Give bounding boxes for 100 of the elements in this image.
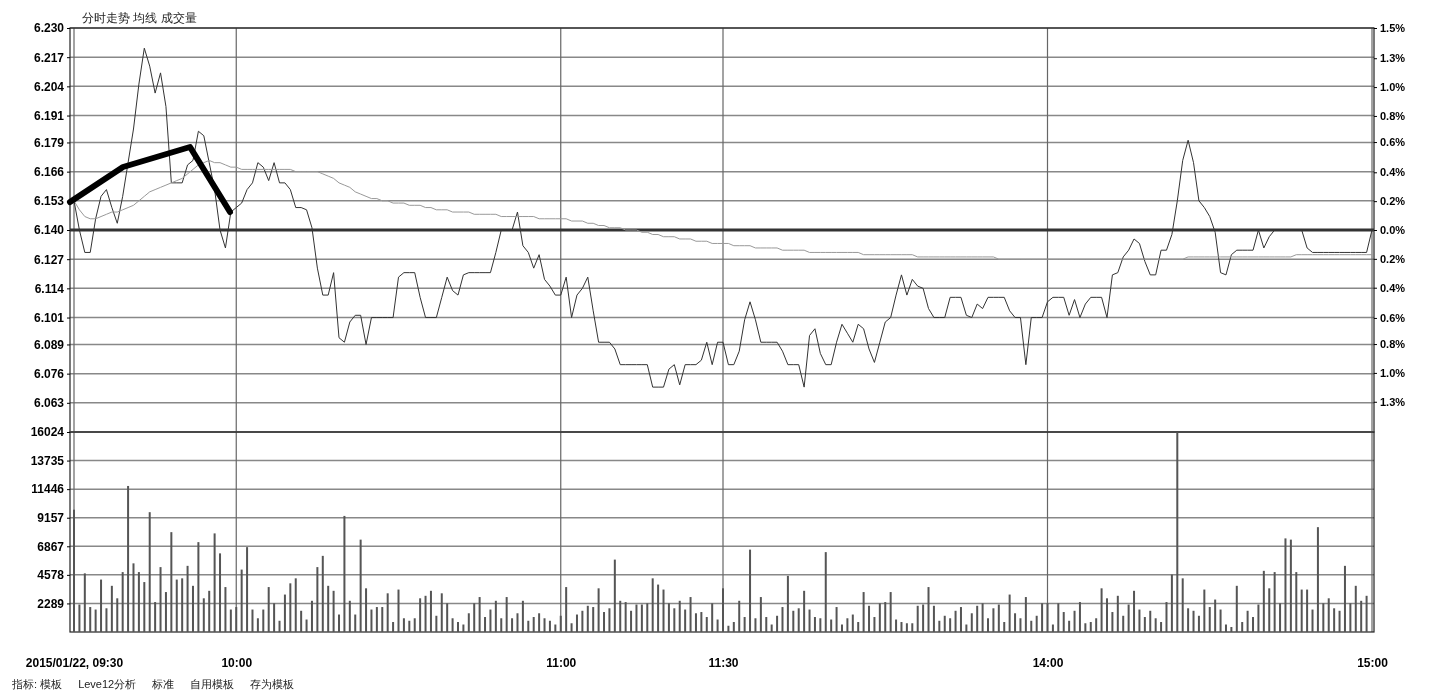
bar bbox=[673, 608, 676, 632]
bar bbox=[181, 578, 184, 632]
x-tick-label: 2015/01/22, 09:30 bbox=[25, 655, 124, 670]
bar bbox=[1327, 598, 1330, 632]
y2-tick-label: 1.0% bbox=[1380, 81, 1406, 94]
bar bbox=[1219, 609, 1222, 632]
bar bbox=[1170, 574, 1173, 632]
bar bbox=[732, 622, 735, 632]
bar bbox=[1257, 604, 1260, 632]
bar bbox=[164, 592, 167, 632]
bar bbox=[240, 569, 243, 632]
bar bbox=[1284, 538, 1287, 632]
bar bbox=[1306, 589, 1309, 632]
bar bbox=[1197, 615, 1200, 632]
bar bbox=[905, 623, 908, 632]
bar bbox=[738, 600, 741, 632]
bar bbox=[105, 608, 108, 632]
bar bbox=[981, 603, 984, 632]
bar bbox=[1041, 603, 1044, 632]
bar bbox=[1089, 622, 1092, 632]
text: 自用模板 bbox=[190, 678, 235, 690]
y-tick-label: 6.114 bbox=[34, 281, 65, 296]
bar bbox=[1127, 604, 1130, 632]
bar bbox=[424, 595, 427, 632]
bar bbox=[916, 605, 919, 632]
bar bbox=[662, 589, 665, 632]
bar bbox=[922, 604, 925, 632]
bar bbox=[435, 615, 438, 632]
bar bbox=[451, 618, 454, 632]
x-tick-label: 15:00 bbox=[1357, 655, 1389, 670]
bar bbox=[1360, 600, 1363, 632]
bar bbox=[797, 608, 800, 632]
bar bbox=[1192, 610, 1195, 632]
bar bbox=[1068, 620, 1071, 632]
bar bbox=[878, 603, 881, 632]
bar bbox=[786, 575, 789, 632]
bar bbox=[759, 597, 762, 632]
bar bbox=[554, 624, 557, 632]
bar bbox=[419, 598, 422, 632]
bar bbox=[1246, 610, 1249, 632]
bar bbox=[581, 610, 584, 632]
bar bbox=[575, 614, 578, 632]
bar bbox=[1035, 615, 1038, 632]
bar bbox=[116, 598, 119, 632]
bar bbox=[1208, 607, 1211, 632]
bar bbox=[338, 614, 341, 632]
bar bbox=[1224, 624, 1227, 632]
bar bbox=[895, 619, 898, 632]
bar bbox=[283, 594, 286, 632]
bar bbox=[456, 622, 459, 632]
bar bbox=[1003, 622, 1006, 632]
bar bbox=[316, 567, 319, 632]
bar bbox=[191, 585, 194, 632]
bar bbox=[78, 604, 81, 632]
bar bbox=[375, 607, 378, 632]
bar bbox=[1354, 585, 1357, 632]
bar bbox=[608, 608, 611, 632]
bar bbox=[408, 620, 411, 632]
y-tick-label: 6.089 bbox=[33, 337, 65, 352]
bar bbox=[1295, 572, 1298, 632]
y-tick-label: 6.153 bbox=[33, 194, 65, 209]
bar bbox=[494, 600, 497, 632]
bar bbox=[770, 624, 773, 632]
bar bbox=[1133, 590, 1136, 632]
bar bbox=[89, 607, 92, 632]
bar bbox=[1046, 603, 1049, 632]
bar bbox=[987, 618, 990, 632]
bar bbox=[722, 588, 724, 632]
y-tick-label: 2289 bbox=[37, 596, 65, 611]
bar bbox=[170, 532, 173, 632]
bar bbox=[197, 542, 200, 632]
bar bbox=[657, 584, 660, 632]
bar bbox=[397, 589, 400, 632]
y-tick-label: 11446 bbox=[31, 482, 65, 497]
line-series bbox=[73, 159, 1373, 260]
y-tick-label: 16024 bbox=[30, 425, 65, 440]
bar bbox=[689, 597, 692, 632]
bar bbox=[911, 623, 914, 632]
bar bbox=[851, 614, 854, 632]
bar bbox=[132, 563, 135, 632]
bar bbox=[1273, 572, 1276, 632]
y-tick-label: 6.140 bbox=[33, 223, 65, 238]
y2-tick-label: 0.8% bbox=[1380, 109, 1406, 122]
bar bbox=[386, 593, 389, 632]
bar bbox=[348, 600, 351, 632]
y2-tick-label: 0.4% bbox=[1380, 281, 1406, 294]
bar bbox=[1316, 527, 1319, 632]
y-tick-label: 6.127 bbox=[33, 252, 65, 267]
bar bbox=[484, 617, 487, 632]
bar bbox=[630, 610, 633, 632]
bar bbox=[392, 622, 395, 632]
bar bbox=[943, 615, 946, 632]
y-tick-label: 6.191 bbox=[33, 108, 65, 123]
bar bbox=[127, 485, 130, 632]
bar bbox=[1176, 432, 1179, 632]
bar bbox=[278, 620, 281, 632]
y2-tick-label: 1.0% bbox=[1380, 366, 1406, 379]
bar bbox=[365, 588, 368, 632]
bar bbox=[294, 578, 297, 632]
bar bbox=[143, 582, 146, 632]
